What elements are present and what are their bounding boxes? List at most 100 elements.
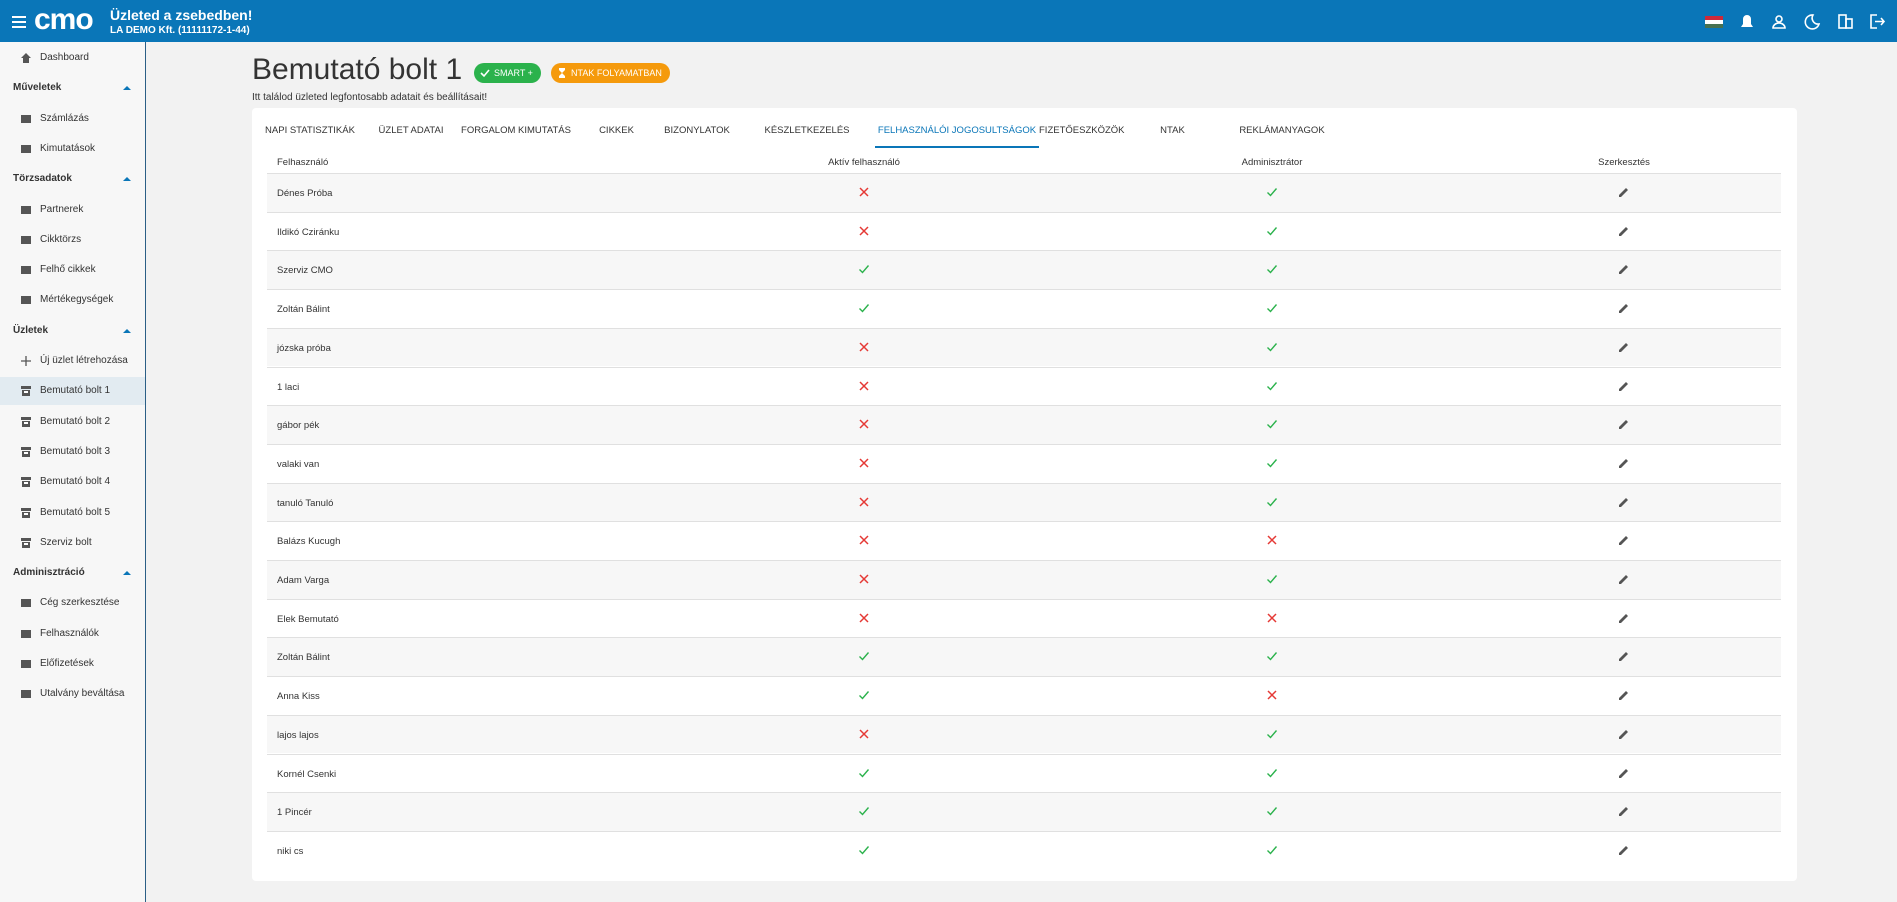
- edit-button[interactable]: [1618, 573, 1630, 585]
- sidebar-icon: [21, 205, 31, 214]
- tab[interactable]: FELHASZNÁLÓI JOGOSULTSÁGOK: [875, 114, 1039, 148]
- section-title: Törzsadatok: [13, 173, 72, 185]
- sidebar-icon: [21, 356, 31, 366]
- active-status: [859, 265, 870, 274]
- table-row: lajos lajos: [267, 714, 1781, 754]
- sidebar-item[interactable]: Szerviz bolt: [0, 529, 145, 557]
- sidebar-item[interactable]: Felhasználók: [0, 620, 145, 648]
- sidebar-item[interactable]: Partnerek: [0, 196, 145, 224]
- tab[interactable]: ÜZLET ADATAI: [378, 125, 444, 136]
- sidebar-icon: [21, 507, 31, 518]
- tab[interactable]: KÉSZLETKEZELÉS: [764, 125, 850, 136]
- collapse-icon: [123, 328, 131, 333]
- tab[interactable]: NAPI STATISZTIKÁK: [265, 125, 355, 136]
- active-status: [859, 845, 870, 855]
- sidebar-section[interactable]: Műveletek: [13, 74, 133, 102]
- sidebar-icon: [21, 690, 31, 699]
- edit-button[interactable]: [1618, 650, 1630, 662]
- sidebar-item[interactable]: Dashboard: [0, 44, 145, 72]
- admin-status: [1267, 807, 1278, 816]
- edit-button[interactable]: [1618, 302, 1630, 314]
- tab[interactable]: REKLÁMANYAGOK: [1239, 125, 1325, 136]
- sidebar-item[interactable]: Mértékegységek: [0, 286, 145, 314]
- edit-button[interactable]: [1618, 457, 1630, 469]
- sidebar-item[interactable]: Felhő cikkek: [0, 256, 145, 284]
- edit-button[interactable]: [1618, 534, 1630, 546]
- sidebar-item[interactable]: Bemutató bolt 1: [0, 377, 145, 406]
- column-header: Szerkesztés: [1598, 157, 1650, 168]
- admin-status: [1267, 575, 1278, 584]
- edit-button[interactable]: [1618, 496, 1630, 508]
- sidebar-item[interactable]: Számlázás: [0, 105, 145, 133]
- active-status: [859, 342, 869, 352]
- sidebar-item[interactable]: Bemutató bolt 2: [0, 408, 145, 436]
- sidebar-icon: [21, 144, 31, 153]
- menu-button[interactable]: [12, 16, 26, 28]
- active-status: [859, 187, 869, 197]
- sidebar-section[interactable]: Adminisztráció: [13, 559, 133, 587]
- edit-button[interactable]: [1618, 844, 1630, 856]
- sidebar-item[interactable]: Bemutató bolt 5: [0, 499, 145, 527]
- sidebar-label: Új üzlet létrehozása: [40, 355, 128, 366]
- sidebar-item[interactable]: Kimutatások: [0, 135, 145, 163]
- shops[interactable]: [1838, 14, 1847, 29]
- admin-status: [1267, 652, 1278, 661]
- sidebar-section[interactable]: Üzletek: [13, 317, 133, 345]
- active-status: [859, 574, 869, 584]
- table-row: Zoltán Bálint: [267, 637, 1781, 677]
- sidebar-label: Felhő cikkek: [40, 264, 96, 276]
- sidebar-icon: [21, 477, 31, 488]
- edit-button[interactable]: [1618, 341, 1630, 353]
- sidebar-item[interactable]: Utalvány beváltása: [0, 680, 145, 708]
- admin-status: [1267, 342, 1278, 352]
- table-row: Ildikó Cziránku: [267, 211, 1781, 251]
- edit-button[interactable]: [1618, 728, 1630, 740]
- sidebar-label: Felhasználók: [40, 627, 99, 639]
- edit-button[interactable]: [1618, 418, 1630, 430]
- tab[interactable]: BIZONYLATOK: [664, 125, 730, 136]
- edit-button[interactable]: [1618, 612, 1630, 624]
- user-name: Balázs Kucugh: [277, 536, 341, 548]
- tab[interactable]: FORGALOM KIMUTATÁS: [461, 125, 571, 136]
- sidebar-item[interactable]: Új üzlet létrehozása: [0, 347, 145, 375]
- sidebar-label: Bemutató bolt 2: [40, 415, 111, 427]
- user-name: tanuló Tanuló: [277, 497, 334, 509]
- sidebar-section[interactable]: Törzsadatok: [13, 165, 133, 193]
- profile[interactable]: [1775, 15, 1783, 23]
- page-title: Bemutató bolt 1: [252, 53, 463, 86]
- content-card: NAPI STATISZTIKÁK ÜZLET ADATAI FORGALOM KI…: [252, 108, 1797, 881]
- table-row: gábor pék: [267, 405, 1781, 444]
- active-status: [859, 691, 870, 700]
- tab[interactable]: NTAK: [1160, 125, 1185, 136]
- edit-button[interactable]: [1618, 767, 1630, 779]
- sidebar-item[interactable]: Bemutató bolt 3: [0, 438, 145, 466]
- table-row: 1 Pincér: [267, 792, 1781, 831]
- active-status: [859, 768, 870, 778]
- edit-button[interactable]: [1618, 380, 1630, 392]
- badge-icon: [559, 68, 565, 78]
- sidebar-item[interactable]: Cikktörzs: [0, 226, 145, 254]
- sidebar-icon: [21, 660, 31, 668]
- tab[interactable]: CIKKEK: [599, 125, 634, 136]
- user-name: 1 Pincér: [277, 807, 312, 819]
- admin-status: [1267, 188, 1278, 197]
- edit-button[interactable]: [1618, 689, 1630, 701]
- notifications[interactable]: [1741, 15, 1753, 27]
- tab[interactable]: FIZETŐESZKÖZÖK: [1039, 125, 1125, 136]
- logout[interactable]: [1870, 14, 1886, 29]
- theme[interactable]: [1804, 14, 1821, 30]
- edit-button[interactable]: [1618, 263, 1630, 275]
- edit-button[interactable]: [1618, 805, 1630, 817]
- edit-button[interactable]: [1618, 186, 1630, 198]
- sidebar-item[interactable]: Bemutató bolt 4: [0, 468, 145, 496]
- edit-button[interactable]: [1618, 225, 1630, 237]
- company: LA DEMO Kft. (11111172-1-44): [110, 25, 250, 36]
- user-name: Szerviz CMO: [277, 265, 333, 277]
- badge: SMART +: [474, 63, 541, 83]
- sidebar-item[interactable]: Cég szerkesztése: [0, 589, 145, 617]
- table-row: Kornél Csenki: [267, 753, 1781, 793]
- active-status: [859, 613, 869, 623]
- sidebar-item[interactable]: Előfizetések: [0, 650, 145, 678]
- active-status: [859, 458, 869, 468]
- admin-status: [1267, 768, 1278, 778]
